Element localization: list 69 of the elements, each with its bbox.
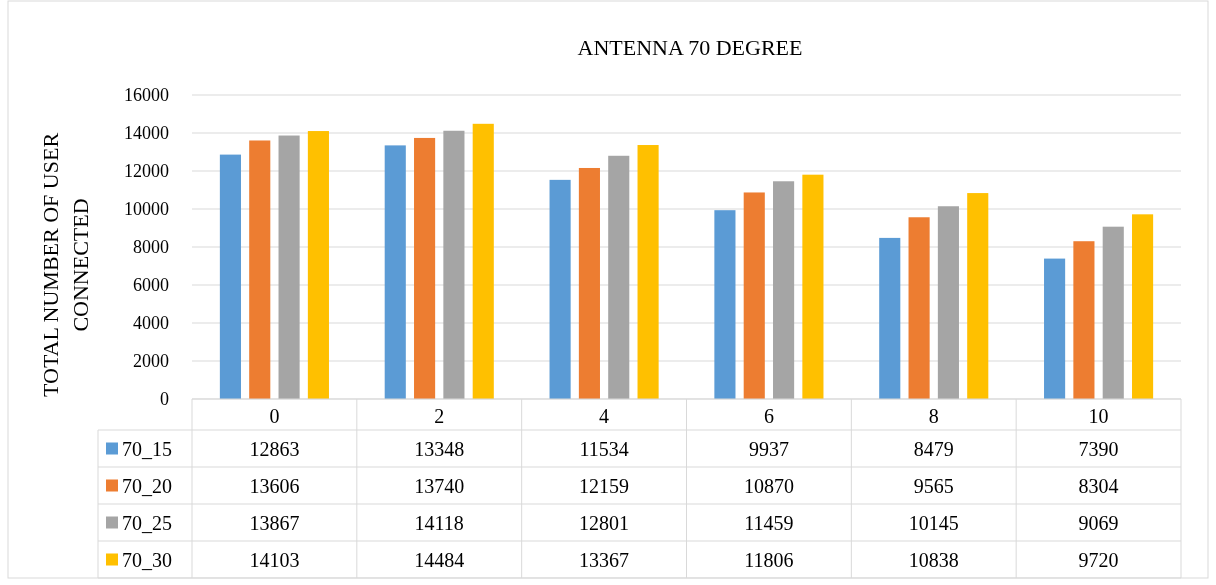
bar xyxy=(937,206,959,399)
y-tick-label: 14000 xyxy=(124,123,169,143)
x-tick-label: 8 xyxy=(928,405,939,427)
data-label: 13367 xyxy=(579,548,630,571)
bar xyxy=(608,155,630,399)
data-label: 12801 xyxy=(579,511,630,534)
bar xyxy=(967,193,989,399)
legend-label: 70_30 xyxy=(122,548,172,571)
x-tick-label: 2 xyxy=(434,405,445,427)
y-tick-label: 12000 xyxy=(124,161,169,181)
data-label: 14118 xyxy=(414,511,464,534)
bar xyxy=(472,123,494,399)
chart-title: ANTENNA 70 DEGREE xyxy=(577,35,803,60)
data-label: 12159 xyxy=(579,474,630,497)
legend-label: 70_20 xyxy=(122,474,172,497)
y-tick-label: 10000 xyxy=(124,199,169,219)
data-label: 9069 xyxy=(1078,511,1119,534)
data-label: 13867 xyxy=(249,511,300,534)
bar xyxy=(743,192,765,399)
data-label: 11534 xyxy=(579,437,629,460)
bar xyxy=(219,154,241,399)
y-tick-label: 4000 xyxy=(133,313,169,333)
bar xyxy=(249,140,271,399)
bar xyxy=(384,145,406,399)
bar xyxy=(578,167,600,399)
data-label: 8304 xyxy=(1078,474,1119,497)
bar xyxy=(443,130,465,399)
bar xyxy=(714,210,736,399)
x-tick-label: 6 xyxy=(763,405,774,427)
bar xyxy=(549,179,571,399)
y-tick-label: 6000 xyxy=(133,275,169,295)
data-label: 13348 xyxy=(414,437,465,460)
bar xyxy=(879,237,901,399)
legend-label: 70_15 xyxy=(122,437,172,460)
x-tick-label: 10 xyxy=(1088,405,1109,427)
data-label: 10145 xyxy=(908,511,959,534)
data-label: 10838 xyxy=(908,548,959,571)
x-tick-label: 4 xyxy=(599,405,610,427)
y-tick-label: 2000 xyxy=(133,351,169,371)
data-label: 9720 xyxy=(1078,548,1119,571)
bar xyxy=(278,135,300,399)
data-label: 10870 xyxy=(743,474,794,497)
bar xyxy=(773,181,795,399)
data-label: 13740 xyxy=(414,474,465,497)
bar xyxy=(1102,226,1124,399)
legend-label: 70_25 xyxy=(122,511,172,534)
data-label: 9937 xyxy=(748,437,789,460)
data-label: 14103 xyxy=(249,548,300,571)
x-tick-label: 0 xyxy=(269,405,280,427)
y-tick-label: 0 xyxy=(160,389,169,409)
y-tick-label: 8000 xyxy=(133,237,169,257)
bar xyxy=(802,174,824,399)
data-label: 13606 xyxy=(249,474,300,497)
bar xyxy=(1044,258,1066,399)
bar xyxy=(307,131,329,399)
data-label: 11459 xyxy=(744,511,794,534)
bar xyxy=(908,217,930,399)
data-label: 11806 xyxy=(744,548,794,571)
data-label: 14484 xyxy=(414,548,465,571)
data-label: 9565 xyxy=(913,474,954,497)
data-label: 8479 xyxy=(913,437,954,460)
bar xyxy=(1073,241,1095,399)
bar xyxy=(1132,214,1154,399)
data-label: 7390 xyxy=(1078,437,1119,460)
y-tick-label: 16000 xyxy=(124,85,169,105)
y-axis-title: TOTAL NUMBER OF USER CONNECTED xyxy=(38,132,93,398)
bar xyxy=(414,137,436,399)
data-label: 12863 xyxy=(249,437,300,460)
bar xyxy=(637,145,659,399)
